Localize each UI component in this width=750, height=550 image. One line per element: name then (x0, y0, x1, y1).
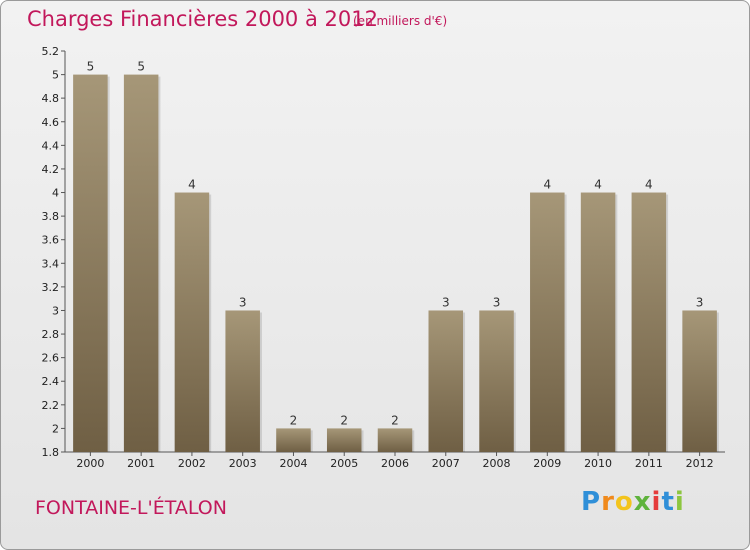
bar-value-label: 3 (493, 295, 501, 309)
bar-value-label: 2 (340, 413, 348, 427)
bar-2006 (377, 428, 413, 452)
bar-value-label: 4 (543, 178, 551, 192)
y-tick-label: 3.2 (42, 281, 60, 294)
x-tick-label: 2000 (76, 457, 104, 470)
bar-2008 (479, 310, 514, 452)
x-tick-label: 2003 (229, 457, 257, 470)
bar-2004 (276, 428, 311, 452)
x-tick-label: 2001 (127, 457, 155, 470)
bars-group: 5 5 4 3 2 2 2 3 3 4 4 4 3 (73, 60, 719, 453)
bar-2001 (123, 74, 159, 453)
y-tick-label: 2 (52, 422, 59, 435)
bar-2005 (326, 428, 362, 452)
proxiti-logo: Proxiti (581, 487, 685, 517)
bar-value-label: 5 (87, 60, 95, 74)
commune-name: FONTAINE-L'ÉTALON (35, 497, 227, 519)
y-tick-label: 3.4 (42, 257, 60, 270)
y-tick-label: 4.8 (42, 92, 60, 105)
x-tick-label: 2002 (178, 457, 206, 470)
chart-title: Charges Financières 2000 à 2012 (27, 7, 378, 31)
bar-value-label: 3 (239, 295, 247, 309)
x-tick-label: 2007 (432, 457, 460, 470)
x-tick-label: 2009 (533, 457, 561, 470)
y-tick-label: 2.2 (42, 399, 60, 412)
chart-subtitle: (en milliers d'€) (353, 14, 448, 28)
bar-value-label: 4 (645, 178, 653, 192)
y-tick-label: 2.8 (42, 328, 60, 341)
bar-2012 (682, 310, 717, 452)
bar-2011 (631, 192, 667, 452)
y-tick-label: 3.6 (42, 234, 60, 247)
x-tick-label: 2011 (635, 457, 663, 470)
y-tick-label: 4.2 (42, 163, 60, 176)
y-axis-ticks: 1.8 2 2.2 2.4 2.6 2.8 3 3.2 3.4 3.6 3.8 4 4.2 4.4 4.6 4… (42, 45, 65, 459)
bar-value-label: 3 (442, 295, 450, 309)
y-tick-label: 3.8 (42, 210, 60, 223)
y-tick-label: 2.4 (42, 375, 60, 388)
bar-2002 (174, 192, 210, 452)
bar-2007 (428, 310, 464, 452)
bar-2009 (530, 192, 565, 452)
x-tick-label: 2012 (686, 457, 714, 470)
bar-2000 (73, 74, 108, 453)
bar-value-label: 2 (391, 413, 399, 427)
x-tick-label: 2010 (584, 457, 612, 470)
bar-2003 (225, 310, 260, 452)
bar-value-label: 2 (290, 413, 298, 427)
y-tick-label: 1.8 (42, 446, 60, 459)
y-tick-label: 4.4 (42, 139, 60, 152)
y-tick-label: 4 (52, 187, 59, 200)
y-tick-label: 5 (52, 69, 59, 82)
x-tick-label: 2008 (483, 457, 511, 470)
x-tick-label: 2004 (279, 457, 307, 470)
bar-value-label: 4 (594, 178, 602, 192)
bar-value-label: 3 (696, 295, 704, 309)
bar-value-label: 5 (137, 60, 145, 74)
x-tick-label: 2005 (330, 457, 358, 470)
y-tick-label: 2.6 (42, 352, 60, 365)
x-tick-label: 2006 (381, 457, 409, 470)
bar-2010 (580, 192, 616, 452)
y-tick-label: 3 (52, 304, 59, 317)
x-axis-ticks: 2000 2001 2002 2003 2004 2005 2006 2007 2008 2009… (76, 452, 714, 470)
bar-value-label: 4 (188, 178, 196, 192)
y-tick-label: 5.2 (42, 45, 60, 58)
y-tick-label: 4.6 (42, 116, 60, 129)
